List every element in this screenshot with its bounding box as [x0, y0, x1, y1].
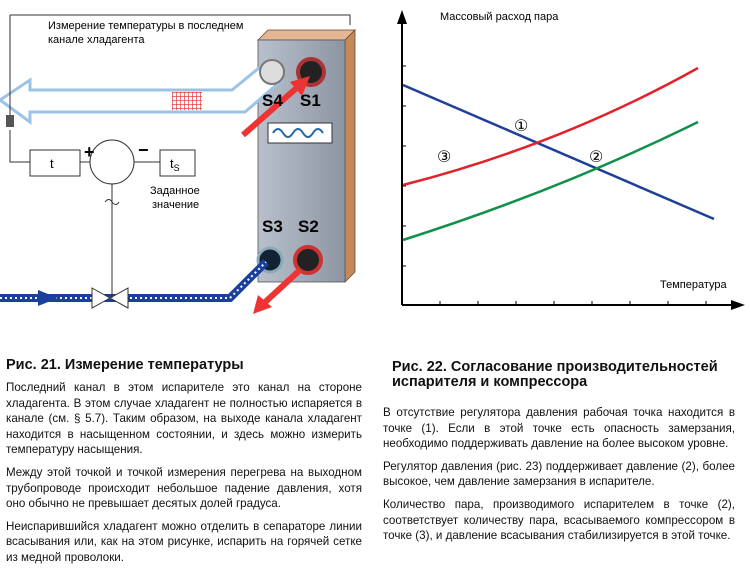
point-label: ③	[437, 149, 451, 166]
ts-main: t	[170, 156, 174, 171]
green-line	[402, 120, 699, 242]
suction-pipe	[0, 60, 285, 125]
ts-box	[159, 149, 196, 177]
arrow-head	[290, 76, 310, 96]
t-label: t	[50, 156, 54, 171]
flow-arrow	[38, 290, 58, 306]
liquid-pipe-dots	[0, 261, 267, 299]
setpoint: значение	[152, 199, 199, 211]
annotation: Измерение температуры в последнем	[48, 20, 243, 32]
minus: −	[138, 140, 149, 160]
paragraph: В отсутствие регулятора давления рабочая…	[383, 406, 735, 451]
arrow	[259, 267, 303, 308]
setpoint: Заданное	[150, 185, 200, 197]
logo	[267, 122, 333, 144]
point-label: ②	[589, 149, 603, 166]
axis-arrow	[731, 300, 745, 310]
t-box	[29, 149, 81, 177]
port-label: S1	[300, 91, 321, 110]
point-label: ①	[514, 118, 528, 135]
plate-top	[257, 29, 356, 41]
red-line	[402, 66, 699, 187]
arrow	[241, 82, 302, 138]
axis-ticks	[402, 65, 707, 305]
paragraph: Регулятор давления (рис. 23) поддерживае…	[383, 459, 735, 489]
port-label: S3	[262, 217, 283, 236]
port-label: S2	[298, 217, 319, 236]
port	[259, 59, 285, 85]
copper-mesh	[172, 92, 202, 110]
arrow-head	[253, 295, 272, 314]
port-label: S4	[262, 91, 283, 110]
x-axis-label: Температура	[660, 279, 728, 291]
y-axis-label: Массовый расход пара	[440, 11, 559, 23]
plate-side	[344, 29, 356, 283]
figures: Измерение температуры в последнем канале…	[0, 10, 745, 314]
paragraph: Между этой точкой и точкой измерения пер…	[6, 465, 362, 511]
paragraph: Количество пара, производимого испарител…	[383, 497, 735, 543]
controller	[89, 139, 135, 185]
valve	[91, 287, 112, 309]
paragraph: Неиспарившийся хладагент можно отделить …	[6, 519, 362, 564]
paragraph: Последний канал в этом испарителе это ка…	[6, 381, 362, 457]
tilde	[104, 199, 120, 205]
caption: Рис. 21. Измерение температуры	[6, 357, 244, 373]
valve	[108, 287, 129, 309]
sensor	[6, 115, 14, 127]
logo-wave	[272, 128, 324, 138]
signal-line	[9, 14, 351, 298]
axis	[401, 22, 735, 306]
caption-line: испарителя и компрессора	[392, 374, 588, 390]
ts-label: tS	[170, 156, 180, 173]
annotation: канале хладагента	[48, 34, 145, 46]
caption: Рис. 22. Согласование производительносте…	[392, 360, 750, 390]
blue-line	[402, 83, 715, 221]
plus: +	[84, 142, 95, 162]
ts-sub: S	[174, 163, 180, 173]
port	[293, 245, 323, 275]
caption-line: Рис. 22. Согласование производительносте…	[392, 359, 718, 375]
axis-arrow	[397, 10, 407, 24]
text-column: Последний канал в этом испарителе это ка…	[6, 380, 362, 573]
text-column: В отсутствие регулятора давления рабочая…	[383, 405, 735, 551]
